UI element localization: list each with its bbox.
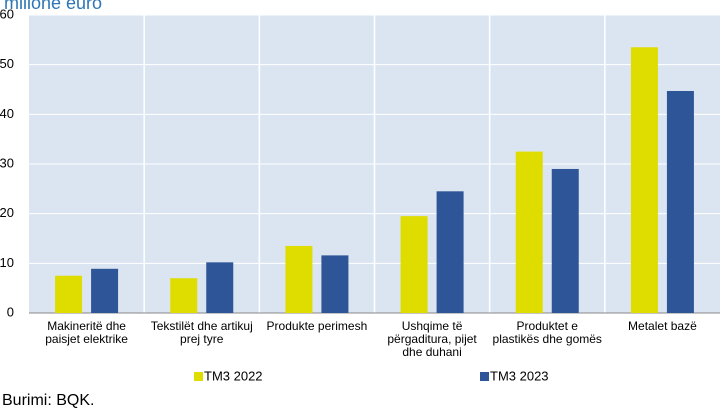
y-tick-label: 0 <box>7 304 14 319</box>
legend-label: TM3 2023 <box>490 368 549 383</box>
bar <box>630 47 658 314</box>
y-tick-label: 20 <box>0 205 14 220</box>
y-tick-label: 30 <box>0 155 14 170</box>
y-tick-label: 60 <box>0 6 14 21</box>
legend-swatch <box>480 372 489 381</box>
x-tick-label: Ushqime të përgaditura, pijet dhe duhani <box>387 319 477 359</box>
bar <box>55 275 83 313</box>
y-tick-label: 50 <box>0 56 14 71</box>
x-tick-label: Metalet bazë <box>628 319 697 333</box>
x-tick-label: Tekstilët dhe artikuj prej tyre <box>150 319 253 346</box>
bar <box>206 262 234 313</box>
legend-label: TM3 2022 <box>204 368 263 383</box>
bar <box>170 278 198 313</box>
bar <box>400 216 428 313</box>
chart-title: milionë euro <box>4 0 102 13</box>
bar <box>515 151 543 313</box>
x-tick-label: Produktet e plastikës dhe gomës <box>492 319 602 346</box>
x-tick-label: Produkte perimesh <box>266 319 368 333</box>
bar <box>91 268 119 313</box>
source-note: Burimi: BQK. <box>2 392 94 409</box>
x-tick-label: Makineritë dhe paisjet elektrike <box>45 319 128 346</box>
bar <box>285 245 313 313</box>
bar <box>666 90 694 314</box>
legend-swatch <box>194 372 203 381</box>
bar <box>436 191 464 313</box>
bar <box>321 255 349 313</box>
y-tick-label: 40 <box>0 106 14 121</box>
y-tick-label: 10 <box>0 255 14 270</box>
bar <box>551 168 579 313</box>
